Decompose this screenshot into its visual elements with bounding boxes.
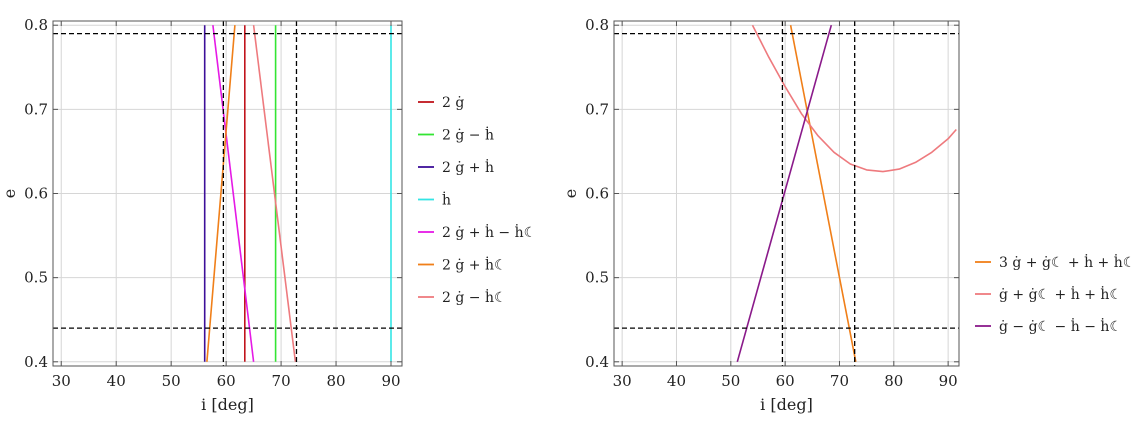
series-line-6 <box>206 25 236 362</box>
y-tick-label: 0.8 <box>24 16 48 34</box>
legend-label-6: 2 ġ + ḣ☾ <box>442 256 507 274</box>
legend-label-5: 2 ġ + ḣ − ḣ☾ <box>442 223 536 241</box>
x-tick-label: 30 <box>613 372 632 390</box>
y-axis-label: e <box>0 189 19 198</box>
legend-label-7: 2 ġ − ḣ☾ <box>442 288 507 306</box>
x-tick-label: 40 <box>107 372 126 390</box>
y-tick-label: 0.5 <box>585 269 609 287</box>
x-tick-label: 80 <box>327 372 346 390</box>
y-tick-label: 0.8 <box>585 16 609 34</box>
x-tick-label: 60 <box>217 372 236 390</box>
x-axis-label: i [deg] <box>760 395 813 414</box>
x-tick-label: 60 <box>776 372 795 390</box>
x-tick-label: 90 <box>939 372 958 390</box>
legend: 3 ġ + ġ☾ + ḣ + ḣ☾ ġ + ġ☾ + ḣ + ḣ☾ ġ − ġ☾ −… <box>975 253 1135 335</box>
x-tick-label: 50 <box>721 372 740 390</box>
legend-label-1: 2 ġ <box>442 95 464 111</box>
legend-label-3: ġ − ġ☾ − ḣ − ḣ☾ <box>999 317 1122 335</box>
x-tick-label: 30 <box>52 372 71 390</box>
series-line-2 <box>751 24 957 173</box>
x-tick-label: 90 <box>381 372 400 390</box>
x-tick-label: 40 <box>667 372 686 390</box>
legend-label-3: 2 ġ + ḣ <box>442 158 494 176</box>
x-tick-label: 70 <box>830 372 849 390</box>
y-tick-label: 0.4 <box>24 353 48 371</box>
x-tick-label: 50 <box>162 372 181 390</box>
legend-label-2: ġ + ġ☾ + ḣ + ḣ☾ <box>999 285 1122 303</box>
chart-1: 30 40 50 60 70 80 90 0.4 0.5 0.6 0.7 0.8 i [deg] e 2 ġ… <box>0 16 536 414</box>
legend-label-2: 2 ġ − ḣ <box>442 126 494 144</box>
y-tick-label: 0.6 <box>585 185 609 203</box>
legend-label-4: ḣ <box>442 191 451 209</box>
legend: 2 ġ 2 ġ − ḣ 2 ġ + ḣ ḣ 2 ġ + ḣ − ḣ☾ 2 ġ + ḣ☾ 2 … <box>418 95 536 306</box>
x-tick-label: 70 <box>272 372 291 390</box>
y-tick-label: 0.7 <box>585 100 609 118</box>
x-tick-label: 80 <box>884 372 903 390</box>
y-tick-label: 0.5 <box>24 269 48 287</box>
x-axis-label: i [deg] <box>201 395 254 414</box>
series-line-1 <box>789 25 857 362</box>
series-line-3 <box>736 24 833 363</box>
series-line-5 <box>212 25 255 362</box>
y-tick-label: 0.4 <box>585 353 609 371</box>
y-tick-label: 0.7 <box>24 100 48 118</box>
chart-2: 30 40 50 60 70 80 90 0.4 0.5 0.6 0.7 0.8 i [deg] e 3 ġ… <box>561 16 1135 414</box>
y-axis-label: e <box>561 189 580 198</box>
y-tick-label: 0.6 <box>24 185 48 203</box>
series-line-7 <box>252 25 297 362</box>
legend-label-1: 3 ġ + ġ☾ + ḣ + ḣ☾ <box>999 253 1135 271</box>
